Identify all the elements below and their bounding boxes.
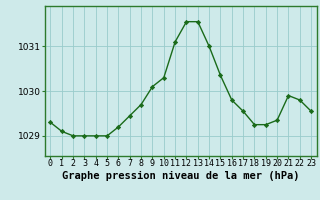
X-axis label: Graphe pression niveau de la mer (hPa): Graphe pression niveau de la mer (hPa) <box>62 171 300 181</box>
